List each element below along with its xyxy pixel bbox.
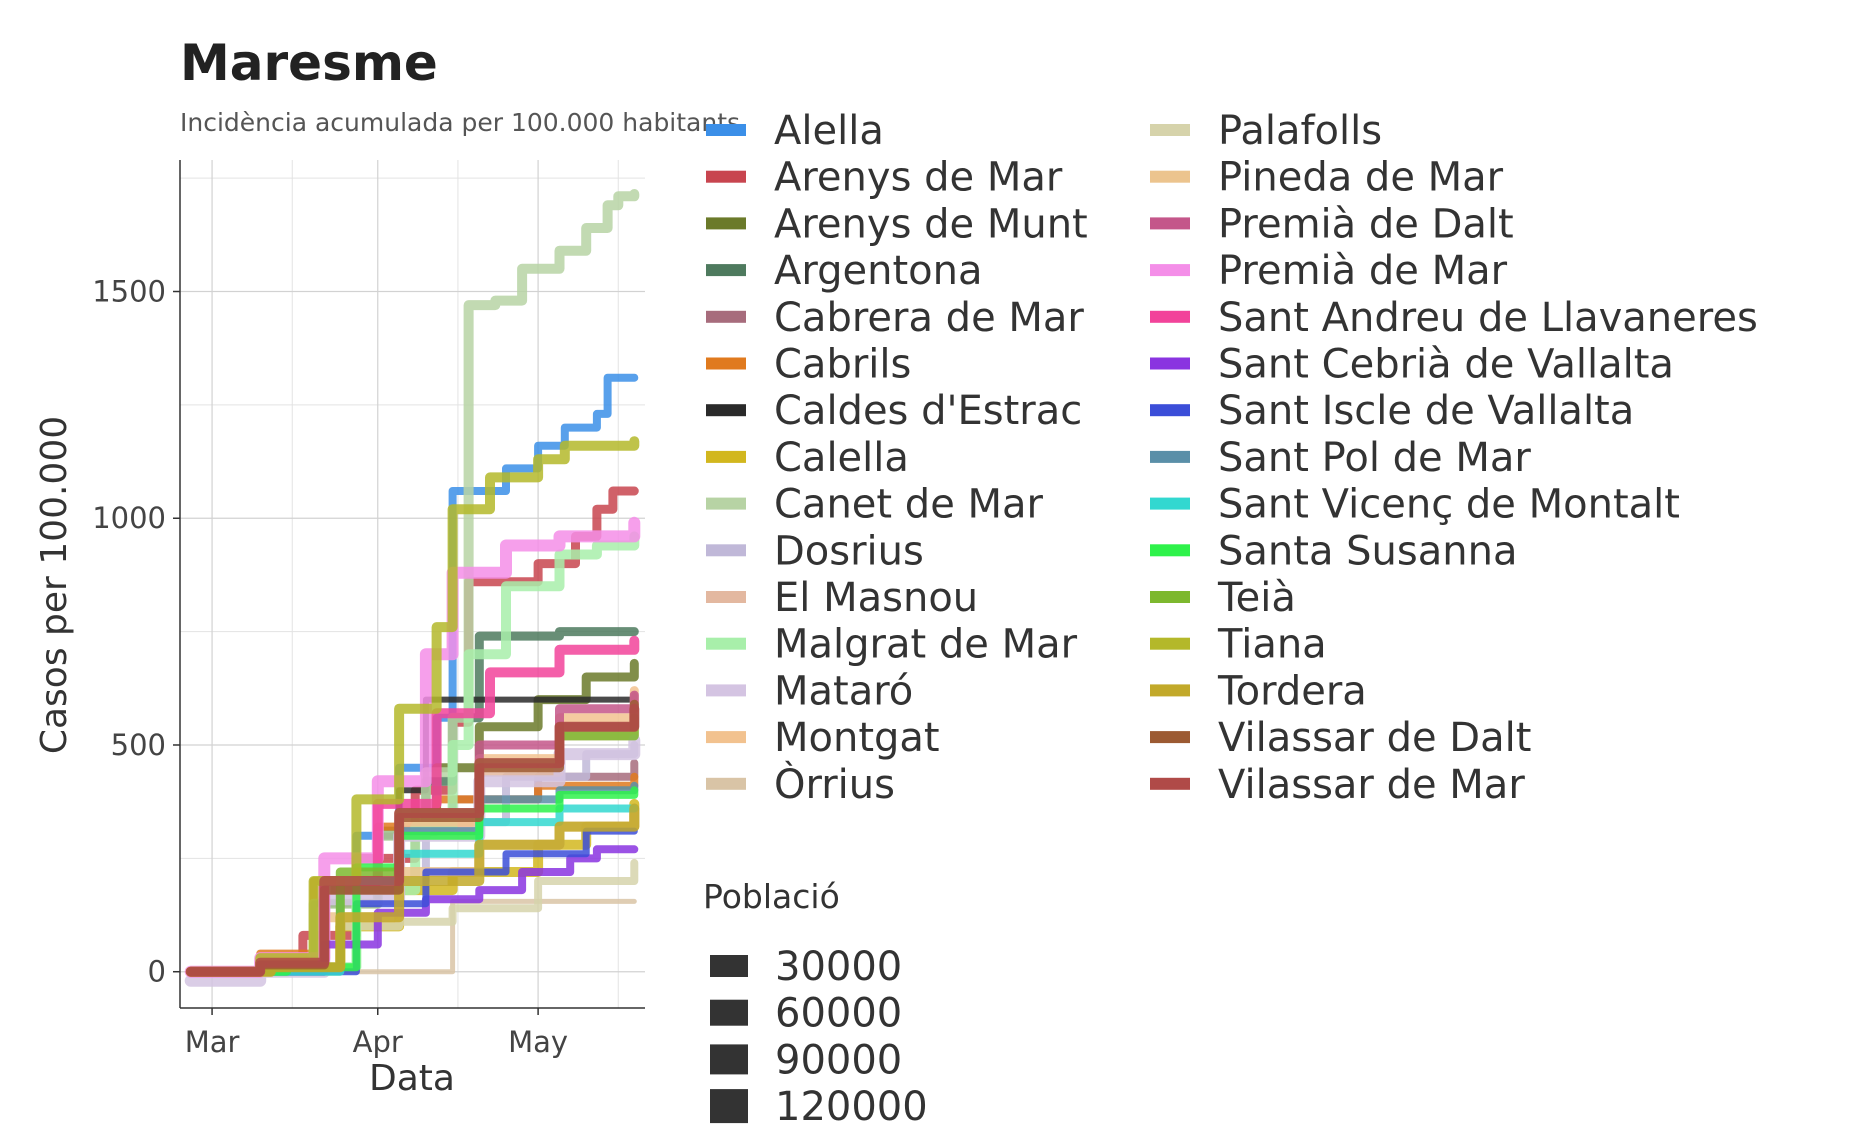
size-legend-key-3 <box>710 1089 748 1124</box>
legend-key-24 <box>1150 544 1190 557</box>
legend-label-27: Tordera <box>1217 668 1367 714</box>
y-tick-label-2: 1000 <box>92 501 166 535</box>
y-axis-title: Casos per 100.000 <box>34 416 75 754</box>
legend-label-23: Sant Vicenç de Montalt <box>1218 482 1680 528</box>
y-tick-label-1: 500 <box>111 728 166 762</box>
x-tick-label-1: Apr <box>353 1025 403 1059</box>
legend-key-10 <box>706 591 746 603</box>
legend-key-4 <box>706 310 746 323</box>
legend-key-9 <box>706 544 746 557</box>
legend-key-16 <box>1150 170 1190 183</box>
legend-label-9: Dosrius <box>774 528 924 574</box>
legend-label-12: Mataró <box>774 668 913 714</box>
legend-label-2: Arenys de Munt <box>774 201 1088 247</box>
legend-key-21 <box>1150 404 1190 417</box>
x-axis-title: Data <box>369 1058 455 1099</box>
chart-title: Maresme <box>180 34 438 92</box>
legend-label-25: Teià <box>1217 575 1296 621</box>
legend-label-28: Vilassar de Dalt <box>1218 715 1531 761</box>
series-line-14 <box>188 898 637 975</box>
legend-key-14 <box>706 777 746 790</box>
x-tick-label-2: May <box>508 1025 568 1059</box>
legend-key-11 <box>706 637 746 650</box>
legend-key-0 <box>706 124 746 136</box>
y-axis-ticks: 0 500 1000 1500 <box>92 275 180 989</box>
size-legend-label-1: 60000 <box>775 991 902 1037</box>
legend-key-19 <box>1150 310 1190 323</box>
x-axis-ticks: Mar Apr May <box>185 1008 568 1059</box>
legend-key-1 <box>706 170 746 183</box>
legend-label-13: Montgat <box>774 715 940 761</box>
legend-label-21: Sant Iscle de Vallalta <box>1218 388 1634 434</box>
legend-key-13 <box>706 731 746 744</box>
legend-label-1: Arenys de Mar <box>774 155 1063 201</box>
legend-label-3: Argentona <box>774 248 982 294</box>
legend-label-14: Òrrius <box>774 760 895 808</box>
x-tick-label-0: Mar <box>185 1025 240 1059</box>
legend-label-16: Pineda de Mar <box>1218 155 1504 201</box>
legend-label-26: Tiana <box>1217 622 1327 668</box>
legend-label-6: Caldes d'Estrac <box>774 388 1082 434</box>
plot-panel <box>179 160 645 1009</box>
legend-label-20: Sant Cebrià de Vallalta <box>1218 342 1674 388</box>
legend-label-15: Palafolls <box>1218 108 1382 154</box>
series-line-26 <box>185 436 640 977</box>
chart-subtitle: Incidència acumulada per 100.000 habitan… <box>180 108 740 137</box>
legend-label-0: Alella <box>774 108 884 154</box>
legend-label-8: Canet de Mar <box>774 482 1044 528</box>
legend-label-4: Cabrera de Mar <box>774 295 1084 341</box>
legend-key-18 <box>1150 264 1190 277</box>
legend-label-29: Vilassar de Mar <box>1218 762 1525 808</box>
legend-key-12 <box>706 684 746 697</box>
size-legend-key-2 <box>710 1044 748 1075</box>
legend-label-24: Santa Susanna <box>1218 528 1517 574</box>
legend-key-2 <box>706 217 746 230</box>
legend-key-15 <box>1150 124 1190 136</box>
legend-key-26 <box>1150 637 1190 650</box>
size-legend-title: Població <box>703 877 840 916</box>
legend-key-27 <box>1150 684 1190 697</box>
legend-label-5: Cabrils <box>774 342 911 388</box>
legend-key-6 <box>706 404 746 417</box>
legend-label-10: El Masnou <box>774 575 978 621</box>
size-legend-label-0: 30000 <box>775 944 902 990</box>
series-lines <box>184 189 641 987</box>
legend-key-28 <box>1150 731 1190 744</box>
legend-key-7 <box>706 450 746 463</box>
legend-label-7: Calella <box>774 435 909 481</box>
legend-key-8 <box>706 497 746 510</box>
legend-key-5 <box>706 357 746 370</box>
legend-key-17 <box>1150 217 1190 230</box>
legend-key-23 <box>1150 497 1190 510</box>
legend-key-3 <box>706 264 746 277</box>
series-line-29 <box>185 703 640 977</box>
legend-label-18: Premià de Mar <box>1218 248 1508 294</box>
legend-label-22: Sant Pol de Mar <box>1218 435 1531 481</box>
y-tick-label-0: 0 <box>148 955 166 989</box>
legend-label-17: Premià de Dalt <box>1218 201 1514 247</box>
legend-key-25 <box>1150 591 1190 603</box>
legend-key-22 <box>1150 450 1190 463</box>
size-legend-label-3: 120000 <box>775 1084 928 1130</box>
legend-key-20 <box>1150 357 1190 370</box>
y-tick-label-3: 1500 <box>92 275 166 309</box>
size-legend-label-2: 90000 <box>775 1037 902 1083</box>
size-legend-key-0 <box>710 955 748 977</box>
legend-label-11: Malgrat de Mar <box>774 622 1078 668</box>
size-legend-key-1 <box>710 999 748 1026</box>
legend-label-19: Sant Andreu de Llavaneres <box>1218 295 1758 341</box>
legend-key-29 <box>1150 777 1190 790</box>
